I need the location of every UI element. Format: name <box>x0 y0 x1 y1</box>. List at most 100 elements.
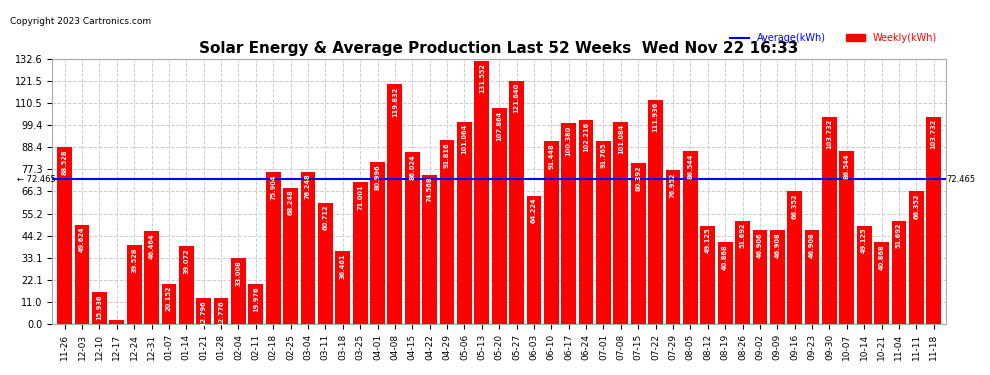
Bar <box>579 120 593 324</box>
Text: 12.776: 12.776 <box>218 300 224 326</box>
Text: 39.528: 39.528 <box>131 247 138 273</box>
Text: 74.568: 74.568 <box>427 177 433 203</box>
Bar <box>856 226 871 324</box>
Text: 60.712: 60.712 <box>323 205 329 230</box>
Text: 121.640: 121.640 <box>514 83 520 113</box>
Bar <box>110 320 124 324</box>
Bar <box>805 230 820 324</box>
Text: 71.001: 71.001 <box>357 184 363 210</box>
Bar <box>544 141 558 324</box>
Bar <box>736 220 749 324</box>
Bar <box>231 258 246 324</box>
Bar <box>370 162 385 324</box>
Bar <box>787 191 802 324</box>
Text: 49.125: 49.125 <box>861 228 867 254</box>
Text: 20.152: 20.152 <box>166 286 172 311</box>
Bar <box>301 172 316 324</box>
Text: 46.464: 46.464 <box>148 233 154 259</box>
Bar <box>440 141 454 324</box>
Bar <box>840 151 854 324</box>
Text: 46.908: 46.908 <box>774 232 780 258</box>
Title: Solar Energy & Average Production Last 52 Weeks  Wed Nov 22 16:33: Solar Energy & Average Production Last 5… <box>200 41 799 56</box>
Text: 88.528: 88.528 <box>61 149 67 174</box>
Text: 86.544: 86.544 <box>843 153 849 178</box>
Bar <box>266 172 280 324</box>
Text: 107.864: 107.864 <box>496 110 502 141</box>
Text: 100.380: 100.380 <box>565 125 571 156</box>
Bar <box>57 147 72 324</box>
Text: 15.936: 15.936 <box>96 294 102 320</box>
Bar <box>718 242 733 324</box>
Bar <box>927 117 941 324</box>
Text: 49.624: 49.624 <box>79 227 85 252</box>
Text: 12.796: 12.796 <box>201 300 207 326</box>
Text: 75.904: 75.904 <box>270 174 276 200</box>
Text: 101.064: 101.064 <box>461 124 467 154</box>
Bar <box>161 284 176 324</box>
Text: 103.732: 103.732 <box>827 118 833 149</box>
Bar <box>74 225 89 324</box>
Bar <box>596 141 611 324</box>
Text: 80.392: 80.392 <box>636 165 642 191</box>
Bar <box>822 117 837 324</box>
Bar <box>874 242 889 324</box>
Text: 102.216: 102.216 <box>583 122 589 152</box>
Text: 68.248: 68.248 <box>288 190 294 215</box>
Text: ← 72.465: ← 72.465 <box>17 175 56 184</box>
Text: 86.024: 86.024 <box>409 154 415 180</box>
Text: 91.816: 91.816 <box>445 142 450 168</box>
Text: 119.832: 119.832 <box>392 87 398 117</box>
Text: 33.008: 33.008 <box>236 260 242 286</box>
Bar <box>127 245 142 324</box>
Bar <box>352 182 367 324</box>
Text: 51.692: 51.692 <box>896 223 902 248</box>
Bar <box>248 284 263 324</box>
Bar <box>145 231 159 324</box>
Bar <box>92 292 107 324</box>
Text: 40.868: 40.868 <box>878 244 884 270</box>
Text: 40.868: 40.868 <box>722 244 728 270</box>
Text: 86.544: 86.544 <box>687 153 693 178</box>
Text: 80.996: 80.996 <box>374 164 380 190</box>
Text: 39.072: 39.072 <box>183 248 189 273</box>
Text: 72.465: 72.465 <box>945 175 975 184</box>
Text: 111.936: 111.936 <box>652 102 658 132</box>
Text: 76.952: 76.952 <box>670 172 676 198</box>
Text: 46.906: 46.906 <box>757 232 763 258</box>
Text: 131.552: 131.552 <box>479 63 485 93</box>
Bar <box>648 100 663 324</box>
Bar <box>665 170 680 324</box>
Text: 101.084: 101.084 <box>618 124 624 154</box>
Bar <box>527 196 542 324</box>
Bar <box>561 123 576 324</box>
Text: 76.248: 76.248 <box>305 174 311 199</box>
Bar <box>631 163 645 324</box>
Bar <box>683 151 698 324</box>
Text: 66.352: 66.352 <box>792 194 798 219</box>
Bar <box>214 298 229 324</box>
Text: 91.765: 91.765 <box>601 142 607 168</box>
Text: 49.125: 49.125 <box>705 228 711 254</box>
Text: 19.976: 19.976 <box>252 286 258 312</box>
Text: 66.352: 66.352 <box>914 194 920 219</box>
Bar <box>423 175 437 324</box>
Bar <box>318 202 333 324</box>
Text: 103.732: 103.732 <box>931 118 937 149</box>
Bar <box>283 188 298 324</box>
Text: 46.908: 46.908 <box>809 232 815 258</box>
Text: 36.461: 36.461 <box>340 253 346 279</box>
Bar <box>179 246 194 324</box>
Text: 64.224: 64.224 <box>531 198 537 223</box>
Bar <box>405 152 420 324</box>
Bar <box>770 230 785 324</box>
Bar <box>387 84 402 324</box>
Bar <box>457 122 472 324</box>
Bar <box>474 61 489 324</box>
Bar <box>509 81 524 324</box>
Bar <box>196 298 211 324</box>
Text: 91.448: 91.448 <box>548 143 554 169</box>
Bar <box>614 122 629 324</box>
Bar <box>892 220 906 324</box>
Bar <box>909 191 924 324</box>
Text: 51.692: 51.692 <box>740 223 745 248</box>
